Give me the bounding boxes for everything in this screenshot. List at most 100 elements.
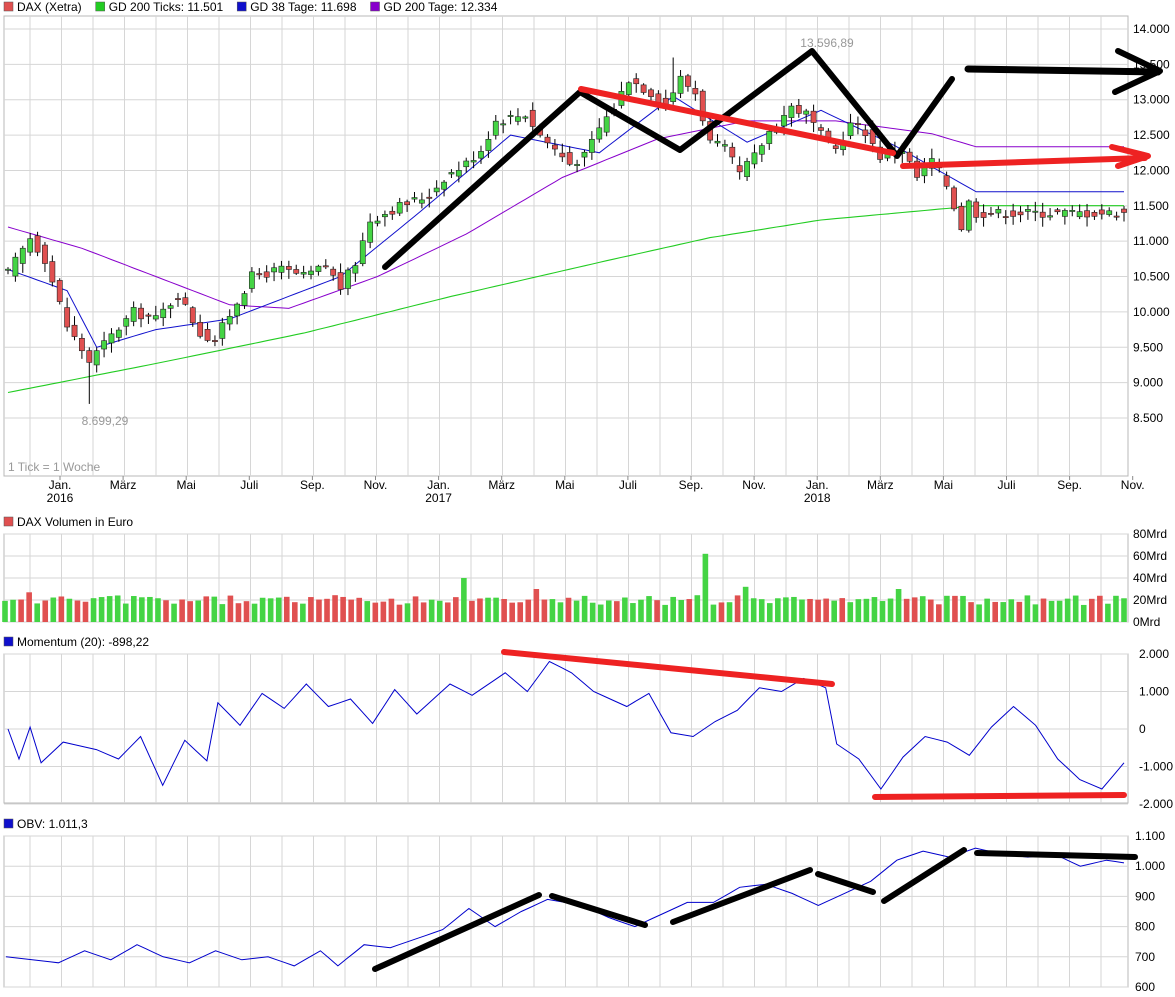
- gd38-line: [7, 95, 1124, 348]
- black-arrow-head: [1112, 48, 1163, 95]
- candle-body: [455, 170, 462, 177]
- candle-body: [93, 350, 100, 366]
- volume-bar: [2, 600, 8, 622]
- volume-bar: [533, 589, 540, 622]
- volume-bar: [436, 600, 443, 622]
- candle-body: [596, 127, 603, 140]
- candle-body: [1010, 210, 1017, 217]
- obv-y-tick: 1.100: [1135, 829, 1165, 843]
- candle-body: [271, 267, 277, 273]
- volume-bar: [638, 599, 644, 622]
- volume-bar: [58, 596, 65, 622]
- volume-bar: [823, 598, 829, 622]
- volume-bar: [74, 600, 81, 622]
- volume-panel: DAX Volumen in Euro 80Mrd 60Mrd 40Mrd 20Mrd 0…: [2, 515, 1167, 629]
- volume-bar: [1016, 601, 1023, 622]
- candle-body: [958, 206, 965, 231]
- candle-body: [714, 140, 721, 144]
- volume-bar: [702, 553, 709, 622]
- candle-body: [123, 318, 130, 327]
- candle-body: [204, 329, 211, 341]
- candle-body: [1017, 211, 1024, 216]
- candle-body: [5, 268, 11, 271]
- volume-bar: [597, 604, 604, 622]
- price-y-tick: 13.000: [1133, 93, 1170, 107]
- volume-bar: [936, 604, 942, 622]
- volume-bar: [815, 599, 821, 622]
- volume-bar: [396, 604, 403, 622]
- volume-bar: [131, 596, 137, 622]
- candle-body: [71, 324, 78, 337]
- volume-legend-swatch: [3, 516, 14, 527]
- candle-body: [219, 322, 226, 339]
- x-month-label: Jan.: [806, 478, 829, 492]
- legend-label: GD 200 Ticks: 11.501: [109, 0, 224, 14]
- volume-bar: [453, 597, 459, 622]
- volume-bar: [195, 600, 202, 622]
- candle-body: [1076, 211, 1083, 218]
- volume-bar: [122, 603, 129, 622]
- x-month-label: Sep.: [300, 478, 325, 492]
- volume-bar: [839, 598, 846, 622]
- candle-body: [751, 152, 758, 165]
- candle-body: [234, 303, 241, 317]
- volume-bar: [686, 599, 693, 622]
- volume-bar: [976, 604, 982, 622]
- candle-body: [448, 172, 455, 175]
- volume-bar: [799, 599, 805, 622]
- volume-bar: [791, 596, 797, 622]
- candle-body: [1032, 210, 1039, 213]
- candle-body: [951, 187, 957, 210]
- volume-bar: [114, 595, 121, 622]
- x-month-label: Juli: [997, 478, 1015, 492]
- x-month-label: Nov.: [1121, 478, 1145, 492]
- volume-bar: [726, 602, 733, 622]
- candle-body: [34, 235, 41, 253]
- volume-bar: [187, 601, 193, 622]
- price-y-tick: 11.500: [1133, 199, 1169, 213]
- candle-body: [1069, 210, 1076, 212]
- price-y-tick: 10.000: [1133, 305, 1170, 319]
- volume-bar: [364, 601, 371, 622]
- volume-bar: [1048, 600, 1055, 622]
- volume-y-tick: 0Mrd: [1133, 615, 1160, 629]
- volume-bar: [461, 578, 467, 622]
- volume-bar: [944, 595, 950, 622]
- obv-y-tick: 900: [1135, 889, 1155, 903]
- legend-swatch: [3, 1, 14, 12]
- candle-body: [278, 265, 285, 273]
- obv-legend-swatch: [3, 818, 14, 829]
- candle-body: [138, 307, 144, 320]
- volume-bar: [235, 603, 242, 622]
- volume-bar: [267, 598, 274, 622]
- candle-body: [293, 269, 300, 274]
- volume-bar: [847, 602, 854, 622]
- volume-bar: [855, 599, 862, 622]
- volume-bar: [1032, 604, 1039, 622]
- candle-body: [744, 161, 750, 178]
- volume-bar: [380, 601, 387, 622]
- candle-body: [677, 75, 684, 94]
- x-month-label: März: [488, 478, 515, 492]
- volume-bar: [710, 604, 717, 622]
- volume-bar: [10, 599, 16, 622]
- x-year-label: 2016: [47, 491, 74, 505]
- price-y-tick: 12.000: [1133, 163, 1170, 177]
- candle-body: [359, 240, 366, 265]
- obv-y-tick: 600: [1135, 980, 1155, 994]
- x-month-label: Nov.: [364, 478, 388, 492]
- volume-bar: [952, 595, 958, 622]
- obv-y-tick: 1.000: [1135, 859, 1165, 873]
- volume-bar: [155, 598, 161, 622]
- candle-body: [1091, 211, 1098, 217]
- volume-bar: [783, 597, 789, 622]
- trend-zigzag-annotation: [382, 48, 955, 270]
- x-month-label: Mai: [177, 478, 196, 492]
- volume-bar: [356, 597, 363, 622]
- volume-bar: [903, 598, 910, 622]
- candle-body: [758, 145, 765, 155]
- volume-bar: [469, 600, 475, 622]
- candle-body: [130, 307, 137, 322]
- volume-bar: [316, 599, 322, 622]
- volume-bar: [388, 598, 395, 622]
